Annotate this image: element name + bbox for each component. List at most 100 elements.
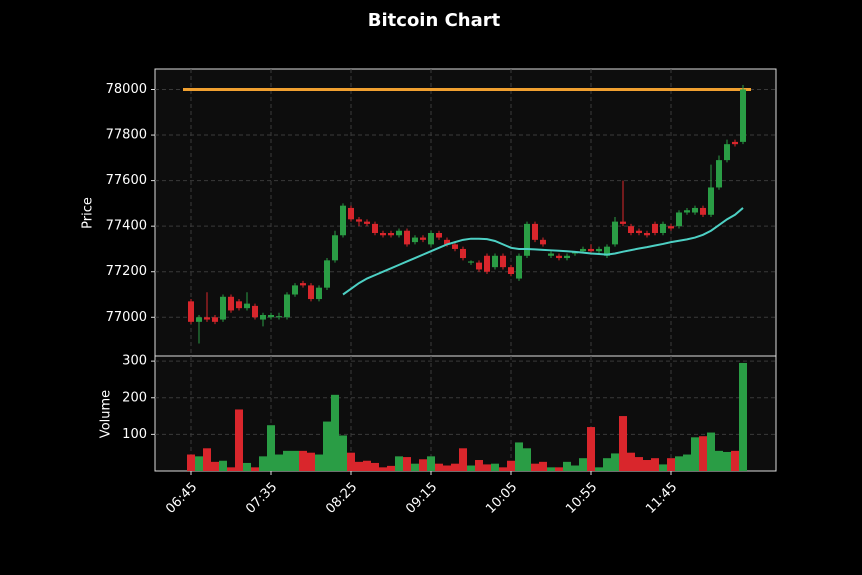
candle-body — [580, 248, 586, 252]
candle-body — [708, 187, 714, 215]
volume-bar — [219, 460, 227, 471]
y-tick-label: 200 — [122, 390, 147, 405]
volume-bar — [539, 461, 547, 471]
candle-body — [356, 219, 362, 222]
candle-body — [404, 230, 410, 245]
volume-bar — [355, 461, 363, 471]
candle-body — [692, 207, 698, 213]
y-tick-label: 77200 — [106, 264, 147, 279]
volume-bar — [435, 463, 443, 471]
volume-bar — [483, 464, 491, 471]
candle-body — [284, 294, 290, 318]
volume-axis-label: Volume — [99, 390, 114, 438]
y-tick-label: 77600 — [106, 173, 147, 188]
candle-body — [508, 267, 514, 274]
candle-body — [460, 248, 466, 259]
volume-bar — [627, 452, 635, 471]
candle-body — [620, 221, 626, 224]
volume-bar — [291, 450, 299, 471]
volume-bar — [595, 467, 603, 471]
chart-title: Bitcoin Chart — [368, 10, 501, 31]
volume-bar — [227, 467, 235, 471]
candle-body — [484, 255, 490, 272]
volume-bar — [739, 362, 747, 471]
volume-bar — [211, 461, 219, 471]
volume-bar — [555, 467, 563, 471]
volume-bar — [635, 457, 643, 471]
y-tick-label: 78000 — [106, 82, 147, 97]
candle-body — [260, 315, 266, 320]
volume-bar — [715, 450, 723, 471]
volume-bar — [347, 452, 355, 471]
candle-body — [244, 303, 250, 309]
candle-body — [364, 221, 370, 224]
volume-bar — [403, 457, 411, 471]
candle-body — [420, 237, 426, 240]
candle-body — [188, 301, 194, 322]
y-tick-label: 77000 — [106, 310, 147, 325]
candle-body — [396, 230, 402, 236]
candle-body — [500, 255, 506, 268]
candle-body — [412, 237, 418, 243]
moving-average — [342, 207, 744, 296]
volume-bar — [603, 458, 611, 471]
candle-body — [268, 315, 274, 318]
volume-bar — [571, 465, 579, 471]
candle-body — [252, 305, 258, 318]
volume-bar — [379, 467, 387, 471]
candle-body — [204, 317, 210, 320]
candle-body — [196, 317, 202, 322]
volume-bar — [411, 463, 419, 471]
volume-bar — [315, 454, 323, 471]
volume-bar — [267, 425, 275, 471]
volume-bar — [299, 450, 307, 471]
candle-body — [348, 207, 354, 220]
volume-bar — [251, 467, 259, 471]
candle-body — [564, 255, 570, 259]
candle-body — [548, 253, 554, 256]
volume-bar — [275, 454, 283, 471]
volume-bar — [723, 451, 731, 471]
candle-body — [540, 239, 546, 245]
volume-bar — [419, 459, 427, 471]
volume-bar — [331, 394, 339, 471]
candle-body — [428, 233, 434, 245]
volume-bar — [283, 450, 291, 471]
candle-body — [276, 316, 282, 318]
candle-body — [724, 144, 730, 161]
candle-body — [644, 233, 650, 236]
candle-body — [684, 210, 690, 213]
candle-body — [732, 141, 738, 145]
volume-bar — [451, 463, 459, 471]
candle-body — [308, 285, 314, 300]
candle-body — [612, 221, 618, 245]
candle-body — [524, 223, 530, 256]
volume-bar — [323, 421, 331, 471]
candle-body — [516, 255, 522, 279]
candle-body — [444, 239, 450, 245]
candle-body — [492, 255, 498, 268]
volume-bar — [203, 448, 211, 471]
volume-bar — [667, 458, 675, 471]
candle-body — [324, 260, 330, 288]
volume-bar — [235, 409, 243, 471]
volume-bar — [659, 464, 667, 471]
volume-bar — [499, 467, 507, 471]
candle-body — [572, 252, 578, 254]
y-tick-label: 77400 — [106, 219, 147, 234]
candle-body — [604, 246, 610, 256]
volume-bar — [371, 462, 379, 471]
candle-body — [468, 261, 474, 263]
volume-bar — [611, 453, 619, 471]
candle-body — [596, 248, 602, 252]
volume-bar — [395, 456, 403, 471]
volume-bar — [243, 462, 251, 471]
volume-bar — [507, 460, 515, 471]
volume-bar — [707, 432, 715, 471]
volume-bar — [547, 467, 555, 471]
volume-bar — [459, 448, 467, 471]
candle-body — [676, 212, 682, 227]
candle-body — [652, 223, 658, 233]
volume-bar — [307, 452, 315, 471]
